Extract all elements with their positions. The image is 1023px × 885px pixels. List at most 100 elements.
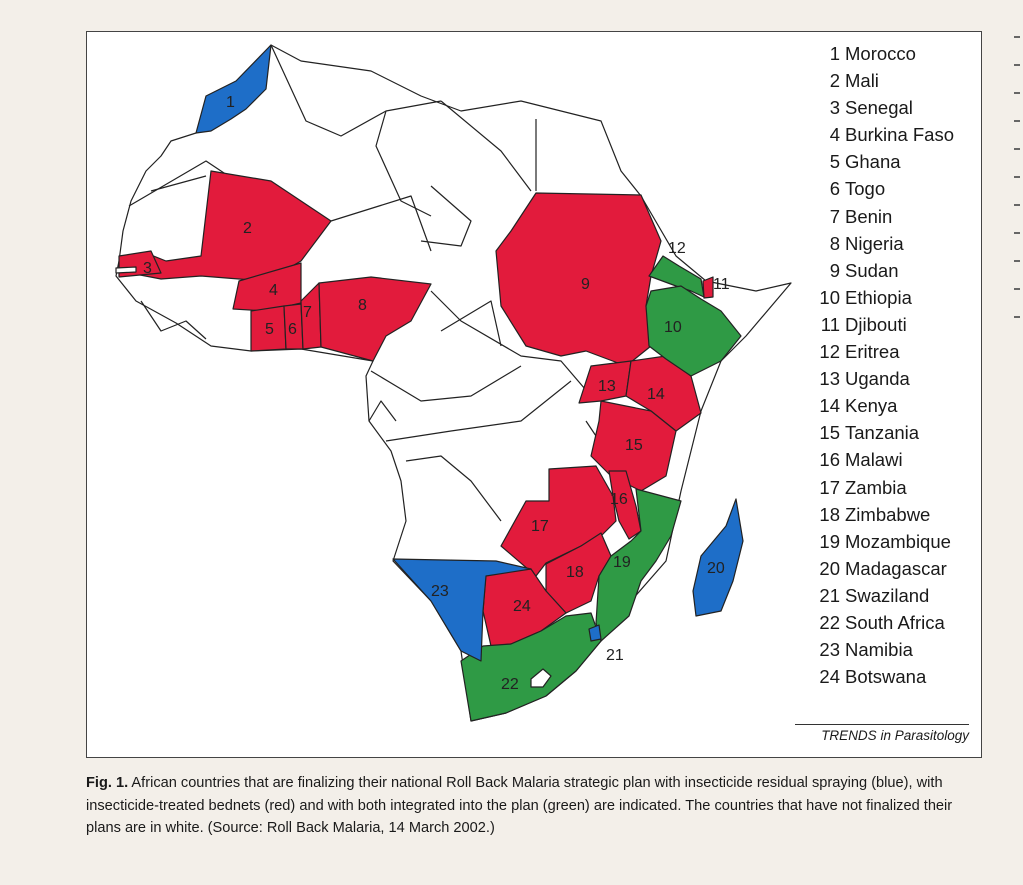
map-label-8: 8 [358,297,367,314]
spraying-countries [195,44,744,662]
map-interior-borders [128,44,602,522]
legend-country: Senegal [845,97,913,119]
map-border-line [385,380,572,442]
legend-number: 7 [829,205,840,227]
legend-country: Burkina Faso [845,124,954,146]
map-label-21: 21 [606,647,624,664]
country-morocco [195,44,272,134]
legend-number: 8 [829,232,840,254]
legend-item: 13 Uganda [817,365,977,392]
map-label-23: 23 [431,583,449,600]
legend-item: 6 Togo [817,175,977,202]
map-label-4: 4 [269,282,278,299]
legend-number: 12 [819,341,840,363]
legend-item: 21 Swaziland [817,582,977,609]
legend-item: 2 Mali [817,67,977,94]
legend-number: 6 [829,178,840,200]
legend-number: 13 [819,368,840,390]
integrated-countries [460,255,742,722]
map-label-19: 19 [613,554,631,571]
legend-item: 8 Nigeria [817,230,977,257]
figure-caption-text: African countries that are finalizing th… [86,775,953,836]
legend-country: Zimbabwe [845,503,931,525]
legend-country: Djibouti [845,313,907,335]
legend-number: 4 [829,124,840,146]
legend-number: 11 [820,313,840,335]
legend-country: Botswana [845,666,927,688]
country-south-africa [460,612,602,722]
country-ethiopia [645,285,742,377]
legend-item: 18 Zimbabwe [817,501,977,528]
legend-country: Benin [845,205,893,227]
map-label-12: 12 [668,240,686,257]
legend-item: 1 Morocco [817,40,977,67]
country-mali [118,170,332,282]
legend-country: Madagascar [845,557,947,579]
map-label-22: 22 [501,676,519,693]
figure-panel: 1 2 3 4 5 6 7 8 9 10 11 12 13 14 15 16 1… [86,31,982,758]
map-label-16: 16 [610,491,628,508]
legend-country: Sudan [845,259,899,281]
country-madagascar [692,498,744,617]
map-border-line [440,100,532,192]
legend-number: 15 [819,422,840,444]
legend-country: Mozambique [845,530,951,552]
legend-number: 9 [829,259,840,281]
map-border-line [420,185,472,247]
credit-divider [795,724,969,725]
legend-number: 1 [829,43,840,64]
legend-item: 24 Botswana [817,663,977,690]
country-djibouti [702,276,714,299]
map-border-line [140,300,207,340]
map-border-line [430,290,592,397]
map-labels: 1 2 3 4 5 6 7 8 9 10 11 12 13 14 15 16 1… [143,94,730,693]
map-border-line [440,300,502,347]
map-label-24: 24 [513,598,531,615]
legend-item: 5 Ghana [817,148,977,175]
map-border-line [330,195,432,252]
legend-country: South Africa [845,611,945,633]
country-gambia [115,266,137,274]
legend-item: 19 Mozambique [817,528,977,555]
legend-country: Uganda [845,368,910,390]
map-label-14: 14 [647,386,665,403]
legend-country: Ethiopia [845,286,912,308]
map-label-17: 17 [531,518,549,535]
legend-country: Ghana [845,151,901,173]
legend-item: 4 Burkina Faso [817,121,977,148]
legend-item: 17 Zambia [817,474,977,501]
legend-country: Nigeria [845,232,904,254]
figure-caption: Fig. 1. African countries that are final… [86,772,986,840]
legend-country: Malawi [845,449,903,471]
legend-item: 12 Eritrea [817,338,977,365]
legend-item: 16 Malawi [817,446,977,473]
legend-number: 22 [819,611,840,633]
map-label-11: 11 [713,276,730,293]
map-label-10: 10 [664,319,682,336]
legend-item: 3 Senegal [817,94,977,121]
map-label-3: 3 [143,260,152,277]
legend-country: Tanzania [845,422,920,444]
map-border-line [368,400,397,422]
legend-number: 19 [819,530,840,552]
legend-country: Togo [845,178,886,200]
legend-number: 16 [819,449,840,471]
legend-country: Zambia [845,476,907,498]
legend-item: 15 Tanzania [817,419,977,446]
legend-item: 23 Namibia [817,636,977,663]
country-uganda [578,360,632,404]
legend-number: 5 [829,151,840,173]
legend-number: 3 [829,97,840,119]
map-label-5: 5 [265,321,274,338]
legend-number: 10 [819,286,840,308]
map-border-line [370,365,522,402]
country-nigeria [318,276,432,362]
legend-item: 11 Djibouti [817,311,977,338]
figure-caption-label: Fig. 1. [86,775,129,791]
legend-number: 20 [819,557,840,579]
legend-number: 24 [819,666,840,688]
legend-item: 22 South Africa [817,609,977,636]
country-namibia [392,558,532,662]
country-swaziland [588,624,602,642]
legend-country: Morocco [845,43,916,64]
